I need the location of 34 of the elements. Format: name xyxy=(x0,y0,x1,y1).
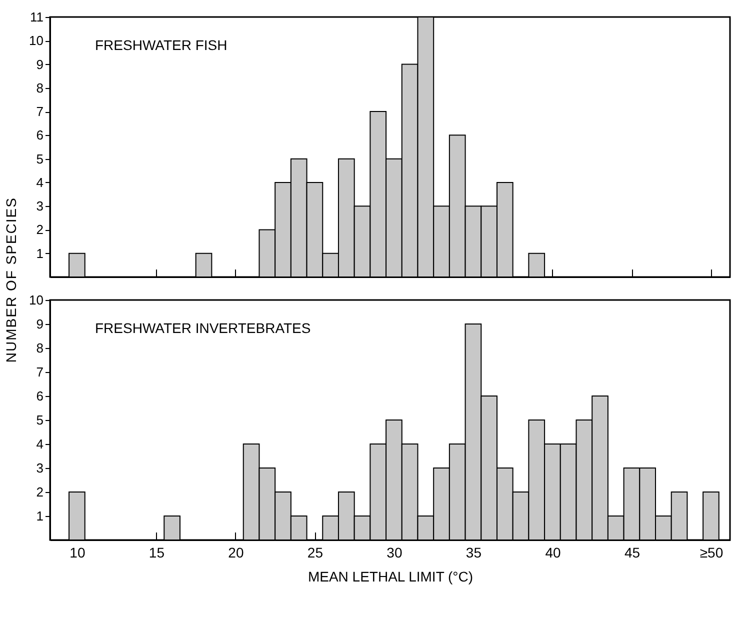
x-tick-label: 15 xyxy=(148,544,165,560)
y-tick-label: 6 xyxy=(36,388,44,404)
y-tick-label: 10 xyxy=(29,292,44,308)
y-tick-label: 2 xyxy=(36,222,44,238)
y-tick-label: 9 xyxy=(36,316,44,332)
x-tick-label: 35 xyxy=(466,544,482,560)
x-axis-title: MEAN LETHAL LIMIT (°C) xyxy=(308,568,474,584)
x-tick-label: 45 xyxy=(624,544,640,560)
y-tick-label: 11 xyxy=(30,10,44,24)
y-tick-label: 9 xyxy=(36,56,44,72)
x-tick-label: 20 xyxy=(228,544,244,560)
x-tick-label: 10 xyxy=(70,544,86,560)
y-tick-label: 3 xyxy=(36,198,44,214)
text: FRESHWATER FISH xyxy=(95,37,228,53)
y-axis-title: NUMBER OF SPECIES xyxy=(3,197,19,363)
y-tick-label: 5 xyxy=(36,151,44,166)
y-tick-label: 5 xyxy=(36,412,44,428)
y-tick-label: 2 xyxy=(36,484,44,500)
x-tick-label: 40 xyxy=(545,544,561,560)
y-tick-label: 8 xyxy=(36,80,44,96)
y-tick-label: 8 xyxy=(36,340,44,356)
y-tick-label: 10 xyxy=(29,33,44,48)
x-tick-label: 25 xyxy=(307,544,324,560)
y-tick-label: 6 xyxy=(36,128,44,143)
text: FRESHWATER INVERTEBRATES xyxy=(95,320,311,336)
y-tick-label: 4 xyxy=(36,436,44,452)
y-tick-label: 1 xyxy=(36,508,44,524)
x-tick-label: ≥50 xyxy=(700,544,724,560)
y-tick-label: 4 xyxy=(36,174,44,190)
y-tick-label: 7 xyxy=(36,364,44,380)
y-tick-label: 1 xyxy=(36,246,44,261)
x-tick-label: 30 xyxy=(386,544,402,560)
y-tick-label: 3 xyxy=(36,460,44,476)
y-tick-label: 7 xyxy=(36,104,44,120)
